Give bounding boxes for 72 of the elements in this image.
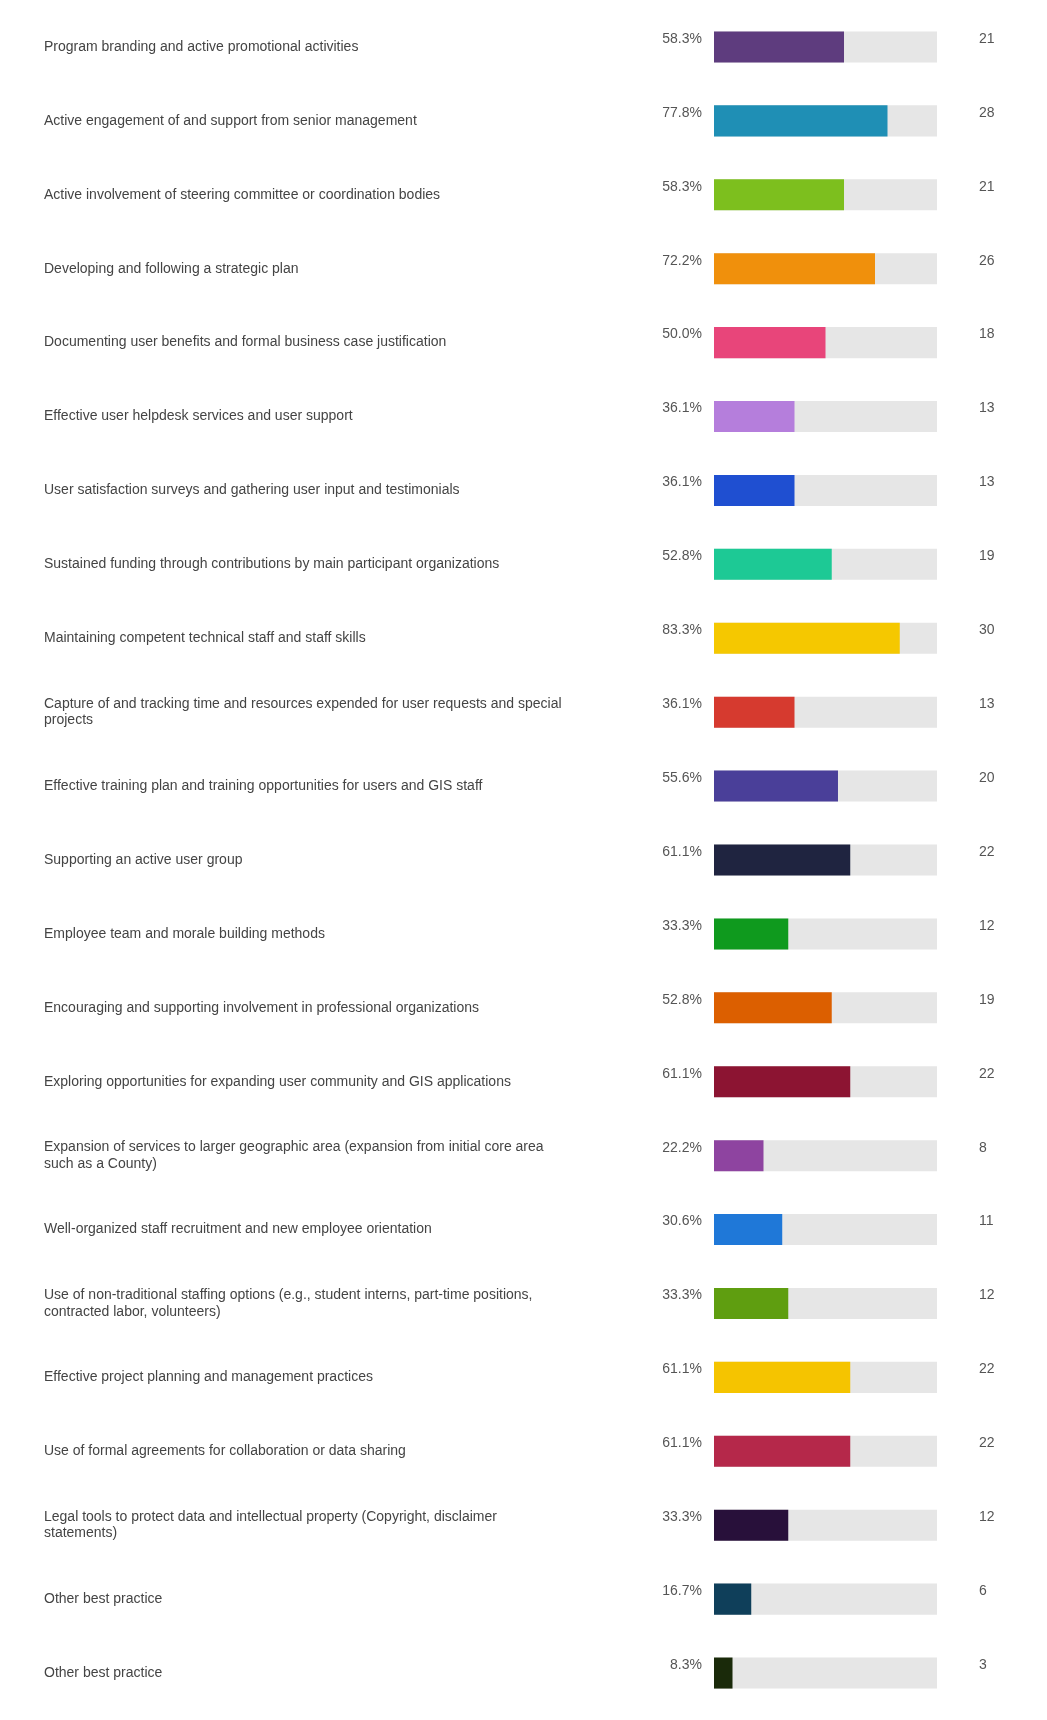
data-label: 36.1%	[662, 473, 702, 490]
y-tick-label: Developing and following a strategic plan	[44, 259, 299, 276]
data-label: 61.1%	[662, 842, 702, 859]
text: 12	[979, 916, 995, 933]
text: 12	[979, 1508, 995, 1525]
data-label: 50.0%	[662, 325, 702, 342]
text: 20	[979, 768, 995, 785]
text: 22	[979, 1064, 995, 1081]
data-label: 55.6%	[662, 768, 702, 785]
data-label: 77.8%	[662, 103, 702, 120]
y-tick-label: Exploring opportunities for expanding user community and GIS applications	[44, 1072, 511, 1089]
y-tick-label: Other best practice	[44, 1589, 163, 1606]
data-label: 33.3%	[662, 916, 702, 933]
text: 22	[979, 842, 995, 859]
data-label: 36.1%	[662, 399, 702, 416]
y-tick-label: Sustained funding through contributions by main participant organizations	[44, 555, 500, 572]
text: 3	[979, 1655, 987, 1672]
y-tick-label: Other best practice	[44, 1663, 163, 1680]
text: 21	[979, 177, 995, 194]
data-label: 30.6%	[662, 1212, 702, 1229]
y-tick-label: Documenting user benefits and formal business case justification	[44, 333, 447, 350]
data-label: 72.2%	[662, 251, 702, 268]
text: 26	[979, 251, 995, 268]
text: 30	[979, 621, 995, 638]
text: 28	[979, 103, 995, 120]
y-tick-label: Expansion of services to larger geographic area (expansion from initial core area such as a County)	[44, 1138, 544, 1171]
data-label: 52.8%	[662, 990, 702, 1007]
text: 18	[979, 325, 995, 342]
data-label: 16.7%	[662, 1581, 702, 1598]
text: 21	[979, 29, 995, 46]
text: 8	[979, 1138, 987, 1155]
data-label: 58.3%	[662, 177, 702, 194]
data-label: 61.1%	[662, 1434, 702, 1451]
text: 19	[979, 990, 995, 1007]
data-label: 33.3%	[662, 1286, 702, 1303]
y-tick-label: Maintaining competent technical staff and staff skills	[44, 629, 366, 646]
y-tick-label: Well-organized staff recruitment and new employee orientation	[44, 1220, 432, 1237]
bar	[714, 1140, 764, 1172]
text: 6	[979, 1581, 987, 1598]
text: 11	[979, 1212, 994, 1229]
y-tick-label: Active engagement of and support from senior management	[44, 111, 417, 128]
y-tick-label: Use of formal agreements for collaboration or data sharing	[44, 1442, 406, 1459]
text: 13	[979, 399, 995, 416]
text: 22	[979, 1360, 995, 1377]
data-label: 58.3%	[662, 29, 702, 46]
data-label: 8.3%	[670, 1655, 702, 1672]
y-tick-label: Capture of and tracking time and resources expended for user requests and special projects	[44, 694, 562, 728]
y-tick-label: Active involvement of steering committee or coordination bodies	[44, 185, 441, 202]
y-tick-label: Employee team and morale building methods	[44, 924, 325, 941]
data-label: 33.3%	[662, 1508, 702, 1525]
y-tick-label: User satisfaction surveys and gathering user input and testimonials	[44, 481, 460, 498]
data-label: 83.3%	[662, 621, 702, 638]
y-tick-label: Legal tools to protect data and intellectual property (Copyright, disclaimer statements)	[44, 1507, 498, 1541]
y-tick-label: Program branding and active promotional activities	[44, 37, 359, 54]
data-label: 61.1%	[662, 1064, 702, 1081]
y-tick-label: Encouraging and supporting involvement in professional organizations	[44, 998, 480, 1015]
y-tick-label: Effective user helpdesk services and user support	[44, 407, 353, 424]
text: 13	[979, 695, 995, 712]
text: 22	[979, 1434, 995, 1451]
data-label: 22.2%	[662, 1138, 702, 1155]
data-label: 61.1%	[662, 1360, 702, 1377]
data-label: 36.1%	[662, 695, 702, 712]
text: 13	[979, 473, 995, 490]
data-label: 52.8%	[662, 547, 702, 564]
y-tick-label: Use of non-traditional staffing options (e.g., student interns, part-time positions, contracted labor, volunteers)	[44, 1285, 533, 1319]
text: 12	[979, 1286, 995, 1303]
y-tick-label: Supporting an active user group	[44, 850, 243, 867]
y-tick-label: Effective training plan and training opportunities for users and GIS staff	[44, 776, 483, 793]
bar	[714, 1583, 752, 1615]
text: 19	[979, 547, 995, 564]
y-tick-label: Effective project planning and management practices	[44, 1368, 373, 1385]
bar	[714, 1657, 733, 1689]
